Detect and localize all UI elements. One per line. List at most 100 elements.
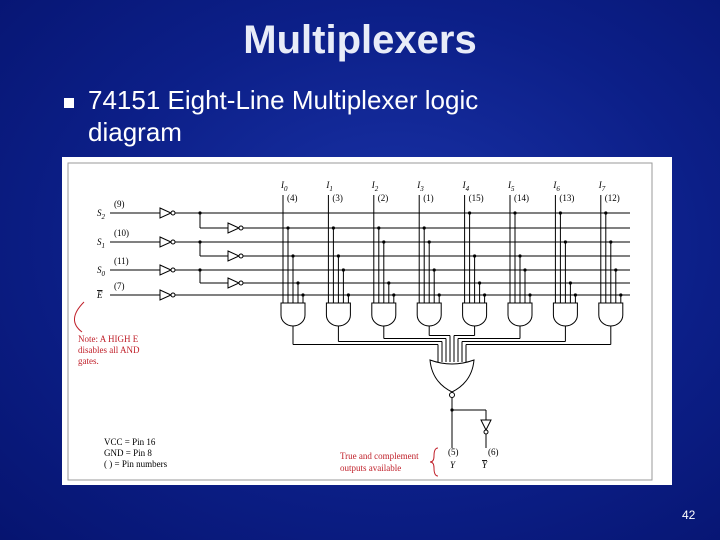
junction: [609, 240, 613, 244]
brace: [429, 447, 439, 477]
bullet-text: 74151 Eight-Line Multiplexer logic diagr…: [88, 85, 479, 147]
signal-label: I0: [280, 180, 288, 193]
pin-info: VCC = Pin 16: [104, 437, 156, 447]
signal-label: S2: [97, 208, 106, 221]
note-arrow: [74, 301, 85, 333]
junction: [392, 293, 396, 297]
and-gate: [371, 302, 397, 327]
signal-label: I6: [552, 180, 560, 193]
signal-label: I1: [325, 180, 333, 193]
junction: [468, 211, 472, 215]
signal-subscript: 7: [602, 185, 606, 193]
bubble: [170, 239, 176, 245]
pin-number: (10): [114, 228, 129, 238]
junction: [387, 281, 391, 285]
signal-subscript: 4: [466, 185, 470, 193]
bubble: [238, 253, 244, 259]
junction: [422, 226, 426, 230]
signal-subscript: 1: [102, 242, 106, 250]
pin-number: (6): [488, 447, 499, 457]
signal-subscript: 2: [102, 213, 106, 221]
buffer: [159, 207, 173, 219]
junction: [573, 293, 578, 297]
buffer: [227, 250, 241, 262]
junction: [336, 254, 340, 258]
and-gate: [325, 302, 351, 327]
signal-subscript: 0: [284, 185, 288, 193]
and-gate: [280, 302, 306, 327]
signal-label: S1: [97, 237, 105, 250]
junction: [528, 293, 532, 297]
buffer: [159, 264, 173, 276]
bubble: [170, 267, 176, 273]
bullet-marker: [64, 98, 74, 108]
signal-label: I3: [416, 180, 424, 193]
junction: [346, 293, 350, 297]
pin-number: (4): [287, 193, 298, 203]
signal-name: I: [416, 180, 421, 190]
signal-label: E: [96, 290, 103, 300]
junction: [291, 254, 295, 258]
signal-label: S0: [97, 265, 106, 278]
pin-number: (3): [332, 193, 343, 203]
bubble: [238, 225, 244, 231]
pin-number: (9): [114, 199, 125, 209]
signal-label: Y: [482, 460, 488, 470]
output-note: True and complement: [340, 451, 419, 461]
diagram-panel: [62, 157, 672, 485]
slide-title: Multiplexers: [243, 18, 477, 62]
signal-name: I: [462, 180, 467, 190]
junction: [437, 293, 441, 297]
bubble: [170, 210, 176, 216]
signal-name: I: [371, 180, 376, 190]
pin-number: (1): [423, 193, 434, 203]
bubble: [238, 280, 244, 286]
junction: [382, 240, 386, 244]
buffer: [227, 222, 241, 234]
pin-info: GND = Pin 8: [104, 448, 152, 458]
signal-name: Y: [482, 460, 488, 470]
and-gate: [507, 302, 533, 327]
signal-name: S: [97, 237, 102, 247]
signal-name: S: [97, 208, 102, 218]
signal-name: I: [280, 180, 285, 190]
bubble: [449, 392, 455, 398]
junction: [513, 211, 517, 215]
pin-number: (11): [114, 256, 129, 266]
bubble: [483, 429, 489, 435]
signal-name: E: [96, 290, 103, 300]
buffer: [159, 236, 173, 248]
note-text: Note: A HIGH E: [78, 334, 139, 344]
junction: [473, 254, 477, 258]
signal-name: I: [552, 180, 557, 190]
signal-subscript: 2: [375, 185, 379, 193]
junction: [478, 281, 482, 285]
pin-number: (13): [559, 193, 574, 203]
junction: [558, 211, 563, 215]
junction: [619, 293, 623, 297]
junction: [427, 240, 431, 244]
signal-subscript: 5: [511, 185, 515, 193]
buffer: [227, 277, 241, 289]
signal-name: I: [325, 180, 330, 190]
junction: [341, 268, 345, 272]
pin-number: (14): [514, 193, 529, 203]
signal-subscript: 1: [329, 185, 333, 193]
pin-number: (2): [378, 193, 389, 203]
junction: [604, 211, 608, 215]
junction: [432, 268, 436, 272]
signal-name: I: [598, 180, 603, 190]
buffer: [159, 289, 173, 301]
pin-info: ( ) = Pin numbers: [104, 459, 168, 469]
junction: [568, 281, 573, 285]
junction: [331, 226, 335, 230]
signal-subscript: 0: [102, 270, 106, 278]
pin-number: (12): [605, 193, 620, 203]
signal-label: I7: [598, 180, 606, 193]
junction: [614, 268, 618, 272]
signal-subscript: 6: [556, 185, 560, 193]
or-gate: [429, 359, 475, 393]
and-gate: [598, 302, 624, 327]
junction: [483, 293, 487, 297]
